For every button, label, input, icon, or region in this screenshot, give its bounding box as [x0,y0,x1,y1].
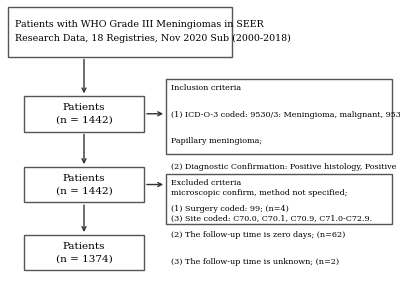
FancyBboxPatch shape [166,174,392,224]
Text: (2) Diagnostic Confirmation: Positive histology, Positive: (2) Diagnostic Confirmation: Positive hi… [171,163,396,171]
FancyBboxPatch shape [24,96,144,132]
Text: Excluded criteria: Excluded criteria [171,179,241,187]
Text: (3) Site coded: C70.0, C70.1, C70.9, C71.0-C72.9.: (3) Site coded: C70.0, C70.1, C70.9, C71… [171,215,372,223]
Text: Patients
(n = 1442): Patients (n = 1442) [56,174,112,195]
Text: microscopic confirm, method not specified;: microscopic confirm, method not specifie… [171,189,347,197]
FancyBboxPatch shape [24,235,144,270]
Text: (3) The follow-up time is unknown; (n=2): (3) The follow-up time is unknown; (n=2) [171,258,339,266]
Text: Patients with WHO Grade III Meningiomas in SEER
Research Data, 18 Registries, No: Patients with WHO Grade III Meningiomas … [15,20,291,43]
Text: (1) Surgery coded: 99; (n=4): (1) Surgery coded: 99; (n=4) [171,205,289,213]
FancyBboxPatch shape [24,167,144,202]
Text: Patients
(n = 1374): Patients (n = 1374) [56,242,112,263]
Text: (2) The follow-up time is zero days; (n=62): (2) The follow-up time is zero days; (n=… [171,231,345,239]
Text: (1) ICD-O-3 coded: 9530/3: Meningioma, malignant, 9538/3:: (1) ICD-O-3 coded: 9530/3: Meningioma, m… [171,111,400,119]
Text: Patients
(n = 1442): Patients (n = 1442) [56,103,112,125]
Text: Inclusion criteria: Inclusion criteria [171,84,241,92]
Text: Papillary meningioma;: Papillary meningioma; [171,137,262,145]
FancyBboxPatch shape [8,7,232,57]
FancyBboxPatch shape [166,79,392,154]
